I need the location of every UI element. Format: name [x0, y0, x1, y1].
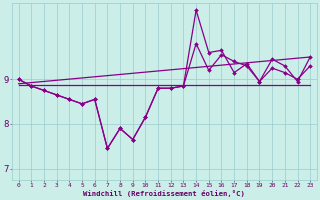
X-axis label: Windchill (Refroidissement éolien,°C): Windchill (Refroidissement éolien,°C) — [84, 190, 245, 197]
